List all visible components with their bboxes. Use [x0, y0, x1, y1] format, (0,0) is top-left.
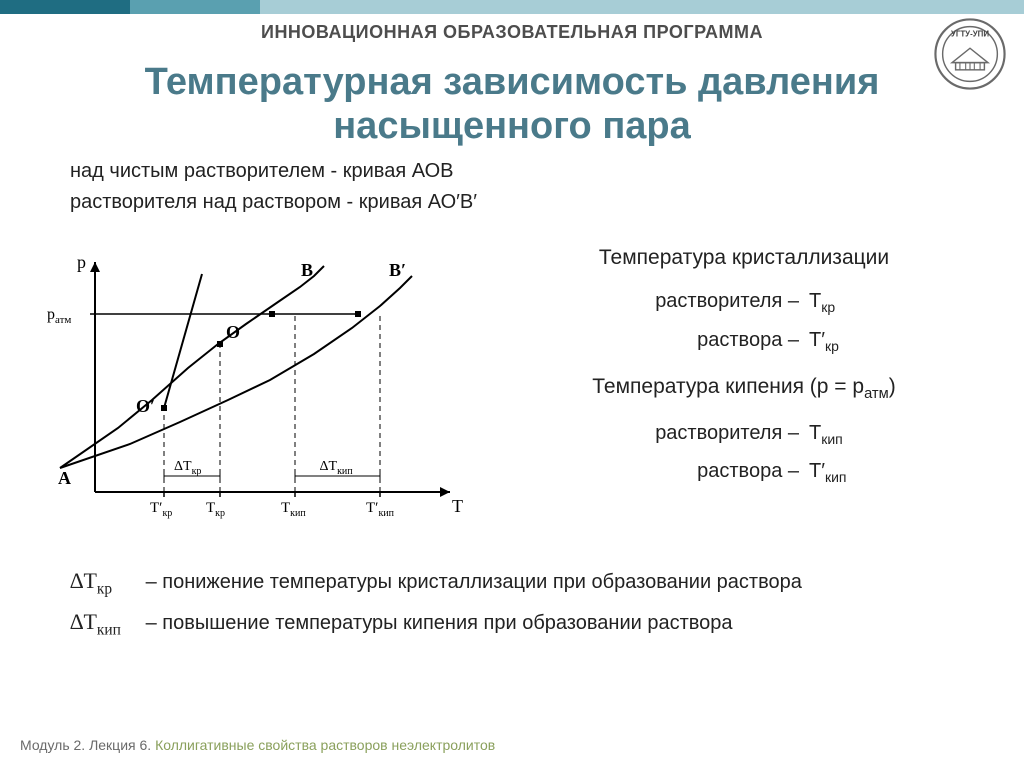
solvent-label: растворителя – [599, 282, 799, 321]
footer-lecture: Коллигативные свойства растворов неэлект… [155, 737, 495, 753]
boil-head-c: ) [889, 375, 896, 398]
svg-text:Tкип: Tкип [281, 500, 306, 519]
svg-text:ΔTкип: ΔTкип [320, 459, 354, 477]
footer: Модуль 2. Лекция 6. Коллигативные свойст… [20, 737, 495, 753]
Tkipp-sub: кип [825, 469, 847, 485]
svg-text:pатм: pатм [47, 306, 71, 326]
boil-heading: Температура кипения (p = pатм) [494, 367, 994, 409]
svg-text:В′: В′ [389, 260, 406, 280]
boil-head-a: Температура кипения (p = p [592, 375, 864, 398]
diagram-svg: A O O′ В В′ p Tpатм T′кр Tкр Tкип T′кип ΔTкр ΔTкип [40, 232, 470, 532]
intro-line-1: над чистым растворителем - кривая АОВ [70, 156, 1024, 187]
note-dTkip: ∆Tкип – повышение температуры кипения пр… [70, 603, 984, 644]
dTkr-text: – понижение температуры кристаллизации п… [146, 571, 802, 593]
svg-text:T′кип: T′кип [366, 500, 395, 519]
content-row: AOO′ВВ′pTpатмT′крTкрTкипT′кипΔTкрΔTкип Т… [0, 232, 1024, 532]
dTkr-symbol: ∆Tкр [70, 562, 140, 603]
svg-text:УГТУ-УПИ: УГТУ-УПИ [951, 30, 989, 39]
slide-title: Температурная зависимость давления насыщ… [80, 61, 944, 148]
svg-text:T: T [452, 496, 463, 516]
svg-text:T′кр: T′кр [150, 500, 172, 519]
header: ИННОВАЦИОННАЯ ОБРАЗОВАТЕЛЬНАЯ ПРОГРАММА [0, 14, 1024, 43]
svg-text:ΔTкр: ΔTкр [174, 459, 201, 477]
boil-solvent-row: растворителя – Tкип [494, 414, 994, 453]
svg-text:O: O [226, 322, 240, 342]
solution-label-2: раствора – [599, 452, 799, 491]
Tkr-symbol: Tкр [809, 282, 889, 321]
definitions-column: Температура кристаллизации растворителя … [494, 232, 994, 490]
Tkrp-sub: кр [825, 338, 839, 354]
svg-text:O′: O′ [136, 396, 155, 416]
Tkrp-symbol: T′кр [809, 321, 889, 360]
dTkip-text: – повышение температуры кипения при обра… [146, 612, 733, 634]
university-logo-icon: УГТУ-УПИ [934, 18, 1006, 90]
cryst-heading: Температура кристаллизации [494, 238, 994, 278]
phase-diagram: A O O′ В В′ p Tpатм T′кр Tкр Tкип T′кип ΔTкр ΔTкип [40, 232, 470, 532]
boil-solution-row: раствора – T′кип [494, 452, 994, 491]
program-title: ИННОВАЦИОННАЯ ОБРАЗОВАТЕЛЬНАЯ ПРОГРАММА [20, 22, 1004, 43]
dTkip-symbol: ∆Tкип [70, 603, 140, 644]
intro-block: над чистым растворителем - кривая АОВ ра… [70, 156, 1024, 218]
svg-text:p: p [77, 252, 86, 272]
boil-head-b: атм [864, 387, 889, 403]
svg-text:В: В [301, 260, 313, 280]
intro-line-2: растворителя над раствором - кривая АО′В… [70, 187, 1024, 218]
stripe-seg-3 [260, 0, 1024, 14]
bottom-notes: ∆Tкр – понижение температуры кристаллиза… [70, 562, 984, 643]
Tkip-symbol: Tкип [809, 414, 889, 453]
Tkipp-symbol: T′кип [809, 452, 889, 491]
Tkip-sub: кип [821, 431, 843, 447]
svg-text:A: A [58, 468, 71, 488]
footer-module: Модуль 2. Лекция 6. [20, 737, 155, 753]
header-stripe [0, 0, 1024, 14]
stripe-seg-1 [0, 0, 130, 14]
svg-text:Tкр: Tкр [206, 500, 225, 519]
cryst-solution-row: раствора – T′кр [494, 321, 994, 360]
solution-label: раствора – [599, 321, 799, 360]
note-dTkr: ∆Tкр – понижение температуры кристаллиза… [70, 562, 984, 603]
solvent-label-2: растворителя – [599, 414, 799, 453]
stripe-seg-2 [130, 0, 260, 14]
cryst-solvent-row: растворителя – Tкр [494, 282, 994, 321]
